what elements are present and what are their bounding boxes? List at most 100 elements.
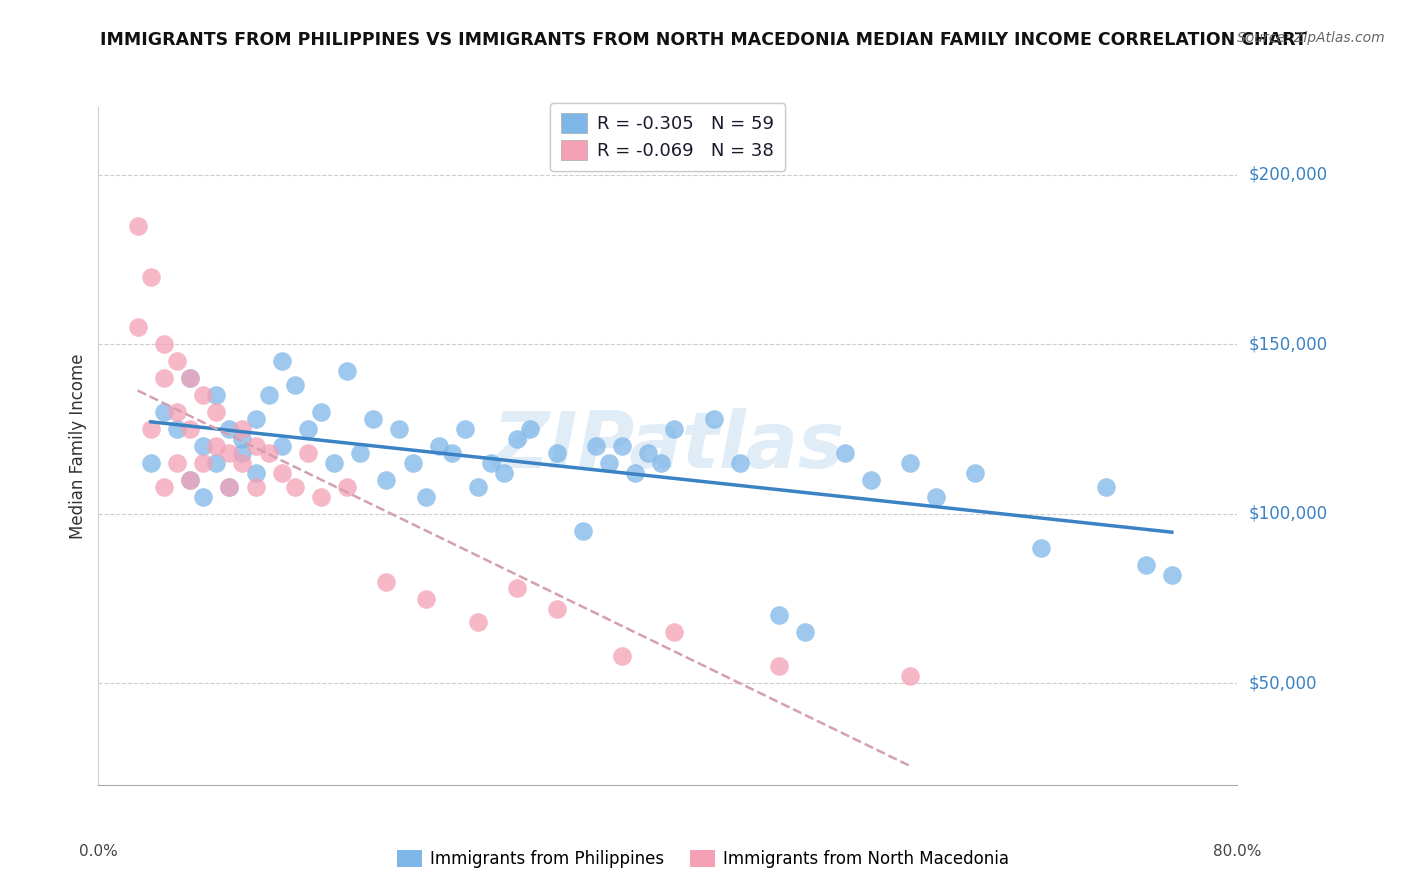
Y-axis label: Median Family Income: Median Family Income [69, 353, 87, 539]
Point [309, 490, 332, 504]
Point [231, 422, 253, 436]
Point [270, 354, 292, 368]
Point [166, 405, 188, 419]
Point [191, 490, 214, 504]
Point [179, 371, 201, 385]
Point [231, 456, 253, 470]
Point [415, 591, 437, 606]
Point [898, 456, 921, 470]
Point [179, 473, 201, 487]
Point [205, 439, 228, 453]
Point [191, 439, 214, 453]
Point [598, 456, 620, 470]
Point [1160, 567, 1182, 582]
Text: $100,000: $100,000 [1249, 505, 1327, 523]
Point [179, 422, 201, 436]
Point [1135, 558, 1157, 572]
Point [153, 480, 176, 494]
Point [245, 412, 267, 426]
Point [506, 432, 529, 446]
Point [440, 446, 463, 460]
Text: $200,000: $200,000 [1249, 166, 1327, 184]
Point [127, 219, 149, 233]
Point [768, 608, 790, 623]
Point [218, 446, 240, 460]
Point [153, 405, 176, 419]
Text: $150,000: $150,000 [1249, 335, 1327, 353]
Point [179, 371, 201, 385]
Point [257, 388, 280, 402]
Point [571, 524, 593, 538]
Point [270, 466, 292, 480]
Point [139, 456, 162, 470]
Point [191, 388, 214, 402]
Point [336, 480, 359, 494]
Point [284, 378, 307, 392]
Text: Source: ZipAtlas.com: Source: ZipAtlas.com [1237, 31, 1385, 45]
Point [479, 456, 502, 470]
Point [637, 446, 659, 460]
Point [309, 405, 332, 419]
Point [166, 456, 188, 470]
Point [139, 269, 162, 284]
Point [205, 405, 228, 419]
Point [401, 456, 423, 470]
Point [231, 446, 253, 460]
Point [297, 446, 319, 460]
Point [703, 412, 725, 426]
Text: IMMIGRANTS FROM PHILIPPINES VS IMMIGRANTS FROM NORTH MACEDONIA MEDIAN FAMILY INC: IMMIGRANTS FROM PHILIPPINES VS IMMIGRANT… [100, 31, 1306, 49]
Point [245, 480, 267, 494]
Point [624, 466, 647, 480]
Point [585, 439, 607, 453]
Point [153, 337, 176, 351]
Point [231, 432, 253, 446]
Point [546, 601, 568, 615]
Point [375, 473, 398, 487]
Point [336, 364, 359, 378]
Point [664, 422, 686, 436]
Point [898, 669, 921, 683]
Point [664, 625, 686, 640]
Point [415, 490, 437, 504]
Point [794, 625, 817, 640]
Point [139, 422, 162, 436]
Point [205, 388, 228, 402]
Point [467, 480, 489, 494]
Legend: Immigrants from Philippines, Immigrants from North Macedonia: Immigrants from Philippines, Immigrants … [391, 843, 1015, 875]
Point [925, 490, 948, 504]
Point [375, 574, 398, 589]
Point [245, 439, 267, 453]
Point [834, 446, 856, 460]
Text: ZIPatlas: ZIPatlas [492, 408, 844, 484]
Text: $50,000: $50,000 [1249, 674, 1317, 692]
Point [218, 480, 240, 494]
Point [610, 649, 633, 664]
Point [257, 446, 280, 460]
Point [965, 466, 987, 480]
Point [153, 371, 176, 385]
Point [546, 446, 568, 460]
Point [166, 422, 188, 436]
Point [467, 615, 489, 630]
Point [454, 422, 477, 436]
Point [506, 582, 529, 596]
Point [728, 456, 751, 470]
Point [349, 446, 371, 460]
Point [166, 354, 188, 368]
Point [179, 473, 201, 487]
Point [363, 412, 385, 426]
Point [205, 456, 228, 470]
Point [270, 439, 292, 453]
Point [323, 456, 346, 470]
Point [297, 422, 319, 436]
Point [1095, 480, 1118, 494]
Point [427, 439, 450, 453]
Point [284, 480, 307, 494]
Point [650, 456, 672, 470]
Point [1029, 541, 1052, 555]
Point [388, 422, 411, 436]
Point [859, 473, 882, 487]
Text: 0.0%: 0.0% [79, 845, 118, 859]
Point [610, 439, 633, 453]
Point [191, 456, 214, 470]
